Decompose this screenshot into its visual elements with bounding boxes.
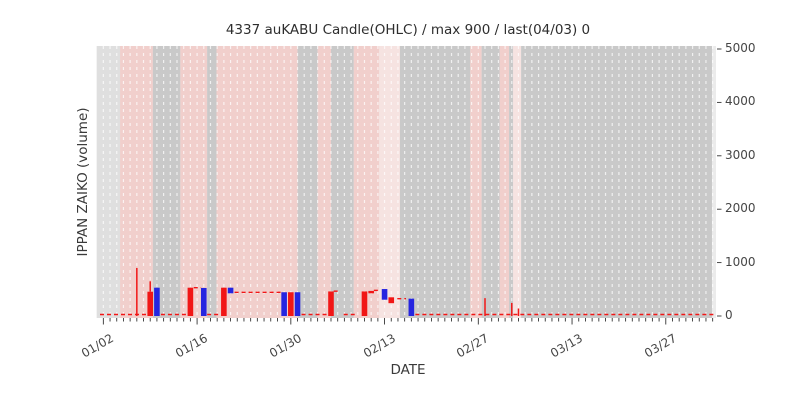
candle-body [147, 291, 154, 316]
candle-body [200, 287, 207, 316]
candle-body [388, 297, 395, 304]
background-band [470, 46, 482, 318]
y-tick-label: 0 [725, 308, 733, 322]
background-band [180, 46, 208, 318]
candle-body [288, 292, 294, 316]
candle-body [381, 289, 388, 300]
y-axis-label: IPPAN ZAIKO (volume) [75, 107, 91, 257]
candle-body [281, 292, 287, 316]
background-band [513, 46, 522, 318]
background-band [521, 46, 712, 318]
candle-body [294, 292, 301, 316]
background-band [331, 46, 354, 318]
y-tick-label: 5000 [725, 41, 756, 55]
background-band [379, 46, 400, 318]
candle-body [221, 287, 227, 316]
candle-body [187, 287, 194, 316]
background-band [499, 46, 510, 318]
candle-body [328, 291, 334, 316]
candle-body [154, 287, 160, 316]
background-band [399, 46, 471, 318]
background-band [207, 46, 217, 318]
background-band [509, 46, 514, 318]
chart-svg [96, 46, 722, 325]
candle-body [361, 291, 368, 316]
y-tick-label: 3000 [725, 147, 756, 162]
candle-body [368, 290, 374, 294]
background-band [297, 46, 318, 318]
x-axis-label: DATE [390, 362, 426, 378]
plot-area [96, 46, 722, 325]
background-band [481, 46, 500, 318]
y-tick-label: 1000 [725, 254, 756, 269]
chart-title: 4337 auKABU Candle(OHLC) / max 900 / las… [225, 22, 591, 38]
candle-body [227, 287, 234, 294]
y-tick-label: 2000 [725, 201, 756, 216]
candle-body [408, 298, 415, 316]
background-band [96, 46, 121, 318]
y-tick-label: 4000 [725, 94, 756, 109]
